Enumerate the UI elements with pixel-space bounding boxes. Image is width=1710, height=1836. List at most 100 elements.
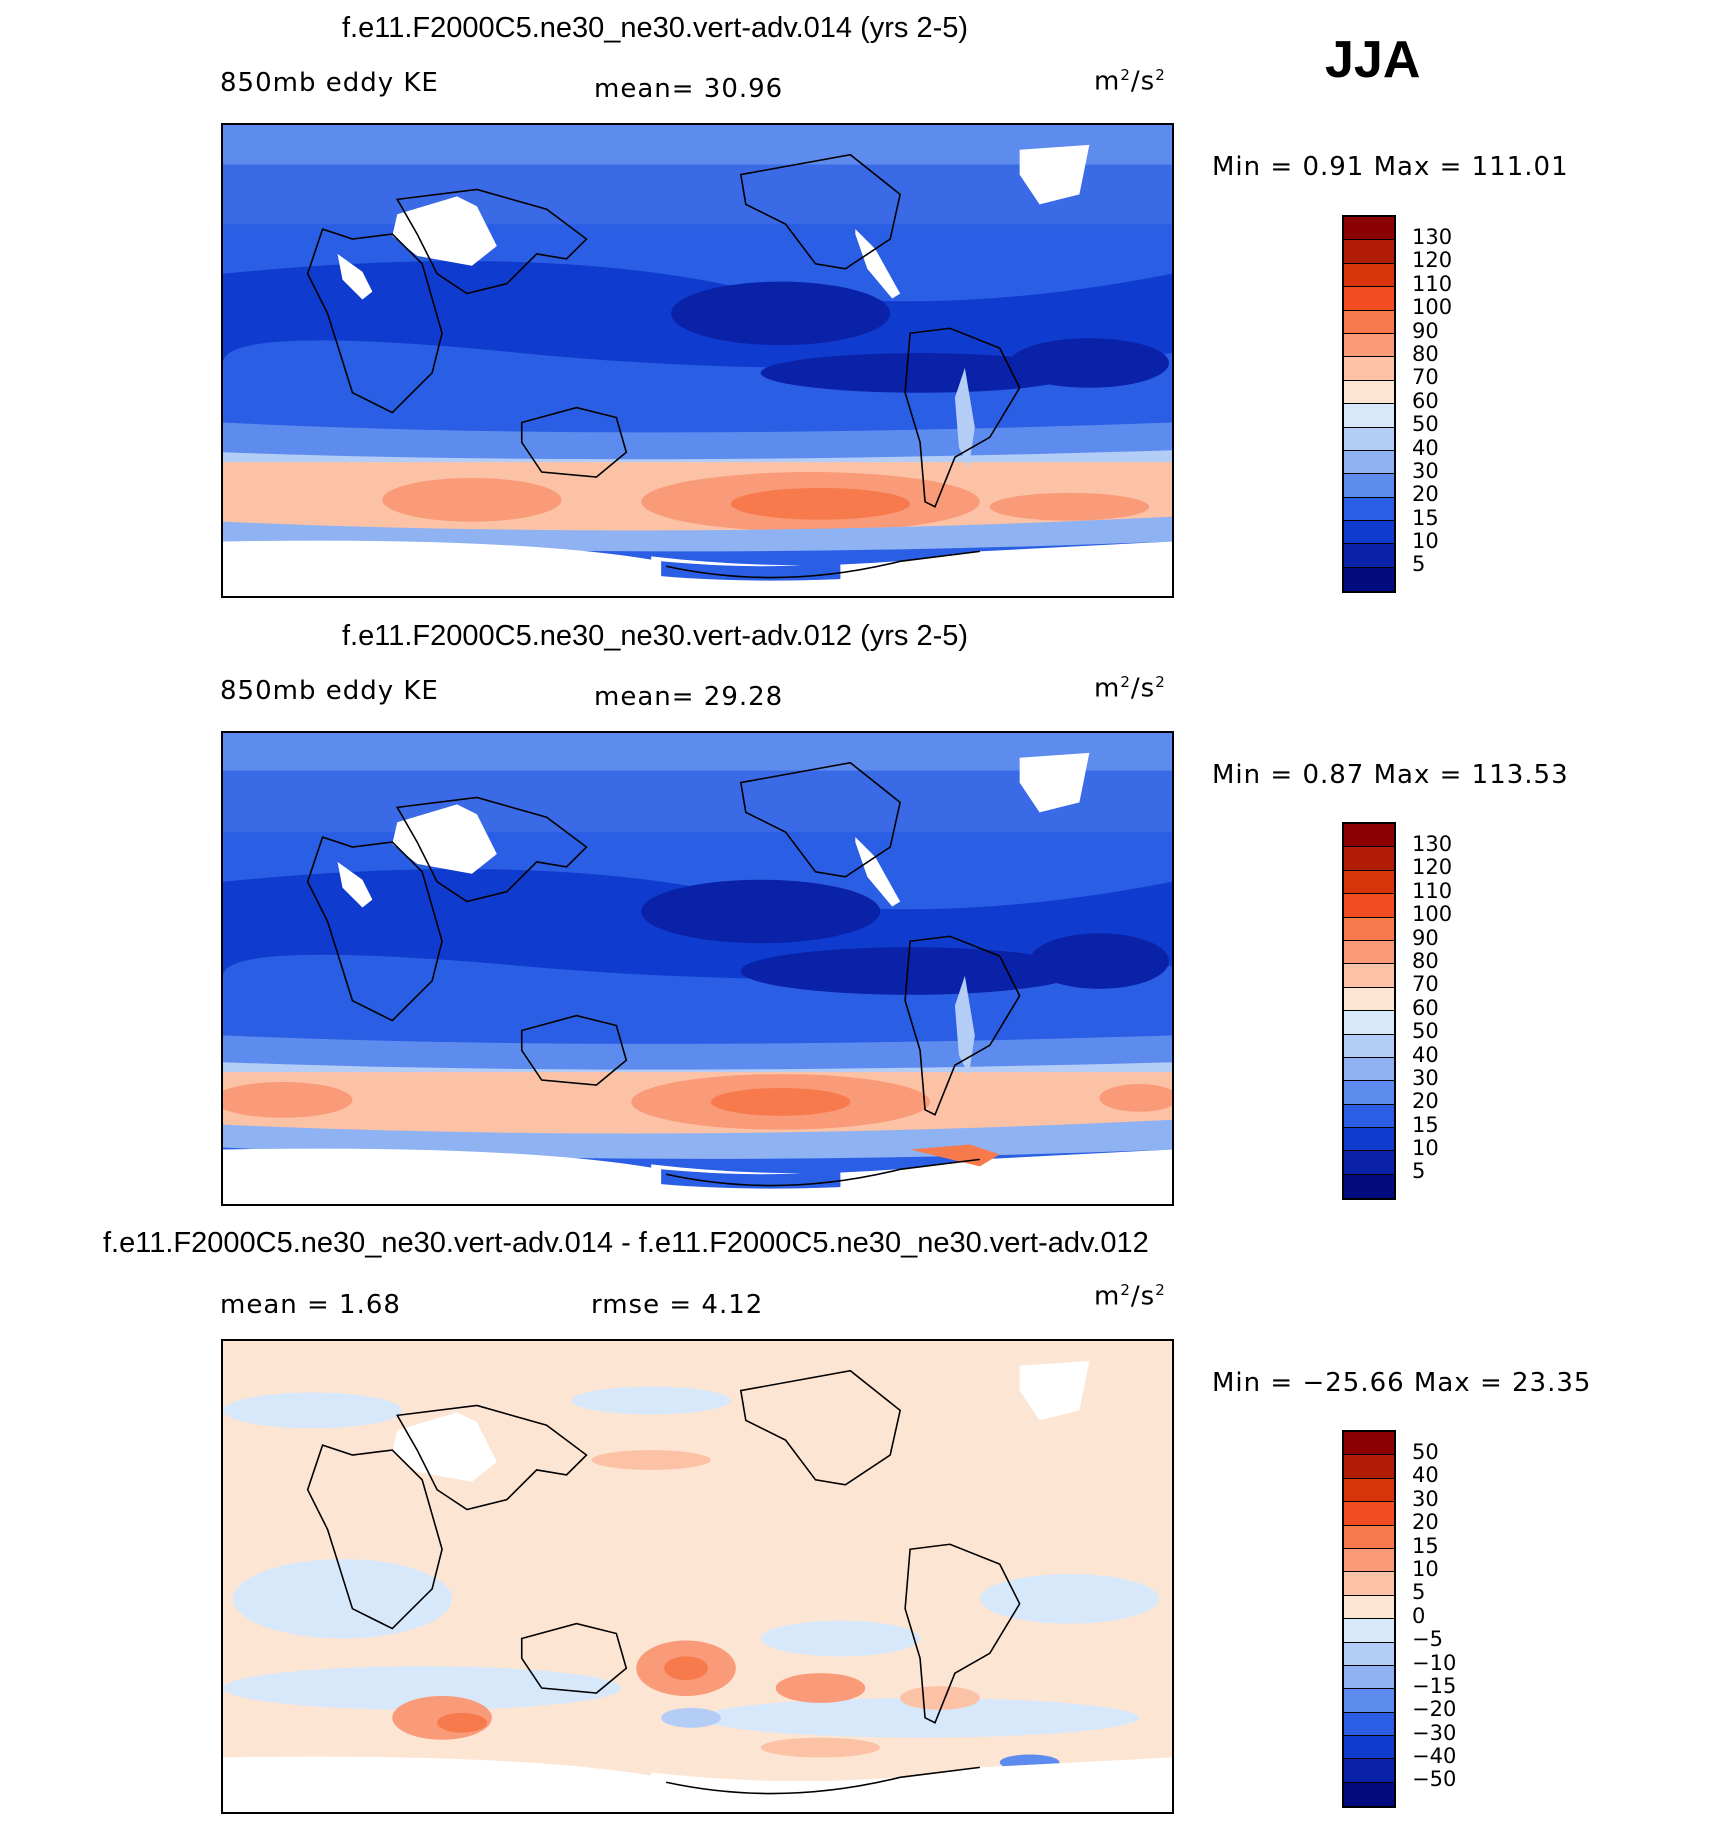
colorbar-tick: 130	[1412, 225, 1453, 249]
colorbar-swatch	[1344, 894, 1394, 918]
colorbar-swatch	[1344, 1572, 1394, 1596]
colorbar-swatch	[1344, 964, 1394, 988]
colorbar-swatch	[1344, 1619, 1394, 1643]
colorbar-swatch	[1344, 1455, 1394, 1479]
colorbar-tick: 100	[1412, 295, 1453, 320]
colorbar-swatch	[1344, 240, 1394, 264]
colorbar-swatch	[1344, 1759, 1394, 1783]
colorbar-tick: 5	[1412, 1580, 1426, 1605]
panel-3-map	[221, 1339, 1174, 1814]
panel-1-title: f.e11.F2000C5.ne30_ne30.vert-adv.014 (yr…	[342, 12, 969, 44]
panel-2-variable: 850mb eddy KE	[220, 676, 439, 706]
colorbar-swatch	[1344, 824, 1394, 848]
colorbar-tick: 80	[1412, 948, 1439, 973]
colorbar-swatch	[1344, 1689, 1394, 1713]
colorbar-tick: 130	[1412, 832, 1453, 856]
colorbar-swatch	[1344, 1736, 1394, 1760]
colorbar-swatch	[1344, 310, 1394, 334]
colorbar-tick: −15	[1412, 1673, 1457, 1698]
colorbar-tick: −20	[1412, 1697, 1457, 1722]
panel-3-minmax: Min = −25.66 Max = 23.35	[1212, 1368, 1592, 1398]
panel-1-colorbar	[1342, 215, 1396, 594]
panel-3-rmse: rmse = 4.12	[591, 1290, 764, 1320]
panel-2-mean: mean= 29.28	[594, 682, 784, 712]
colorbar-tick: 30	[1412, 1065, 1439, 1090]
season-label: JJA	[1325, 31, 1421, 89]
colorbar-tick: 10	[1412, 1136, 1439, 1161]
colorbar-tick: −30	[1412, 1720, 1457, 1745]
colorbar-tick: 15	[1412, 1112, 1439, 1137]
colorbar-swatch	[1344, 1034, 1394, 1058]
colorbar-swatch	[1344, 521, 1394, 545]
panel-1-mean: mean= 30.96	[594, 74, 784, 104]
panel-1-map	[221, 123, 1174, 598]
colorbar-tick: 5	[1412, 552, 1426, 577]
colorbar-swatch	[1344, 333, 1394, 358]
panel-3-colorbar-ticks: 50 40 30 20 15 10 5 0 −5 −10 −15 −20 −30…	[1412, 1440, 1457, 1792]
colorbar-tick: 90	[1412, 318, 1439, 343]
panel-1-minmax: Min = 0.91 Max = 111.01	[1212, 152, 1569, 182]
colorbar-tick: 110	[1412, 271, 1453, 296]
colorbar-swatch	[1344, 987, 1394, 1012]
colorbar-swatch	[1344, 1151, 1394, 1175]
colorbar-tick: 20	[1412, 1089, 1439, 1114]
colorbar-swatch	[1344, 940, 1394, 965]
colorbar-swatch	[1344, 1128, 1394, 1152]
colorbar-swatch	[1344, 1011, 1394, 1035]
colorbar-tick: 15	[1412, 1533, 1439, 1558]
colorbar-tick: 10	[1412, 1556, 1439, 1581]
panel-3-colorbar	[1342, 1430, 1396, 1809]
panel-2-map	[221, 731, 1174, 1206]
colorbar-swatch	[1344, 917, 1394, 941]
colorbar-swatch	[1344, 404, 1394, 428]
colorbar-tick: 120	[1412, 855, 1453, 880]
colorbar-swatch	[1344, 544, 1394, 568]
colorbar-swatch	[1344, 1432, 1394, 1456]
colorbar-swatch	[1344, 567, 1394, 592]
colorbar-tick: 20	[1412, 482, 1439, 507]
colorbar-tick: 40	[1412, 1042, 1439, 1067]
colorbar-swatch	[1344, 1478, 1394, 1503]
colorbar-swatch	[1344, 1502, 1394, 1526]
colorbar-swatch	[1344, 870, 1394, 895]
colorbar-tick: 30	[1412, 458, 1439, 483]
panel-2-title: f.e11.F2000C5.ne30_ne30.vert-adv.012 (yr…	[342, 620, 969, 652]
colorbar-tick: 90	[1412, 925, 1439, 950]
colorbar-swatch	[1344, 474, 1394, 498]
colorbar-swatch	[1344, 1642, 1394, 1666]
colorbar-swatch	[1344, 1712, 1394, 1737]
colorbar-tick: 40	[1412, 1463, 1439, 1488]
panel-1-units: m2/s2	[1094, 66, 1166, 97]
colorbar-swatch	[1344, 357, 1394, 381]
colorbar-swatch	[1344, 287, 1394, 311]
colorbar-tick: 50	[1412, 1019, 1439, 1044]
colorbar-swatch	[1344, 450, 1394, 475]
panel-2-colorbar	[1342, 822, 1396, 1201]
colorbar-tick: 15	[1412, 505, 1439, 530]
colorbar-tick: 60	[1412, 388, 1439, 413]
panel-3-title: f.e11.F2000C5.ne30_ne30.vert-adv.014 - f…	[103, 1227, 1149, 1259]
colorbar-tick: 0	[1412, 1603, 1426, 1628]
colorbar-tick: −40	[1412, 1744, 1457, 1769]
colorbar-tick: 40	[1412, 435, 1439, 460]
panel-2-colorbar-ticks: 130 120 110 100 90 80 70 60 50 40 30 20 …	[1412, 832, 1453, 1184]
colorbar-tick: 80	[1412, 341, 1439, 366]
panel-2-minmax: Min = 0.87 Max = 113.53	[1212, 760, 1569, 790]
colorbar-tick: 30	[1412, 1486, 1439, 1511]
colorbar-swatch	[1344, 427, 1394, 451]
colorbar-swatch	[1344, 1548, 1394, 1573]
colorbar-tick: 10	[1412, 529, 1439, 554]
colorbar-swatch	[1344, 380, 1394, 405]
colorbar-tick: 70	[1412, 365, 1439, 390]
colorbar-tick: 120	[1412, 248, 1453, 273]
colorbar-tick: 110	[1412, 878, 1453, 903]
panel-2-units: m2/s2	[1094, 673, 1166, 704]
colorbar-tick: 20	[1412, 1510, 1439, 1535]
colorbar-swatch	[1344, 263, 1394, 288]
colorbar-swatch	[1344, 1057, 1394, 1082]
colorbar-tick: −10	[1412, 1650, 1457, 1675]
panel-1-colorbar-ticks: 130 120 110 100 90 80 70 60 50 40 30 20 …	[1412, 225, 1453, 577]
colorbar-swatch	[1344, 1595, 1394, 1620]
colorbar-tick: 50	[1412, 412, 1439, 437]
colorbar-tick: 100	[1412, 902, 1453, 927]
